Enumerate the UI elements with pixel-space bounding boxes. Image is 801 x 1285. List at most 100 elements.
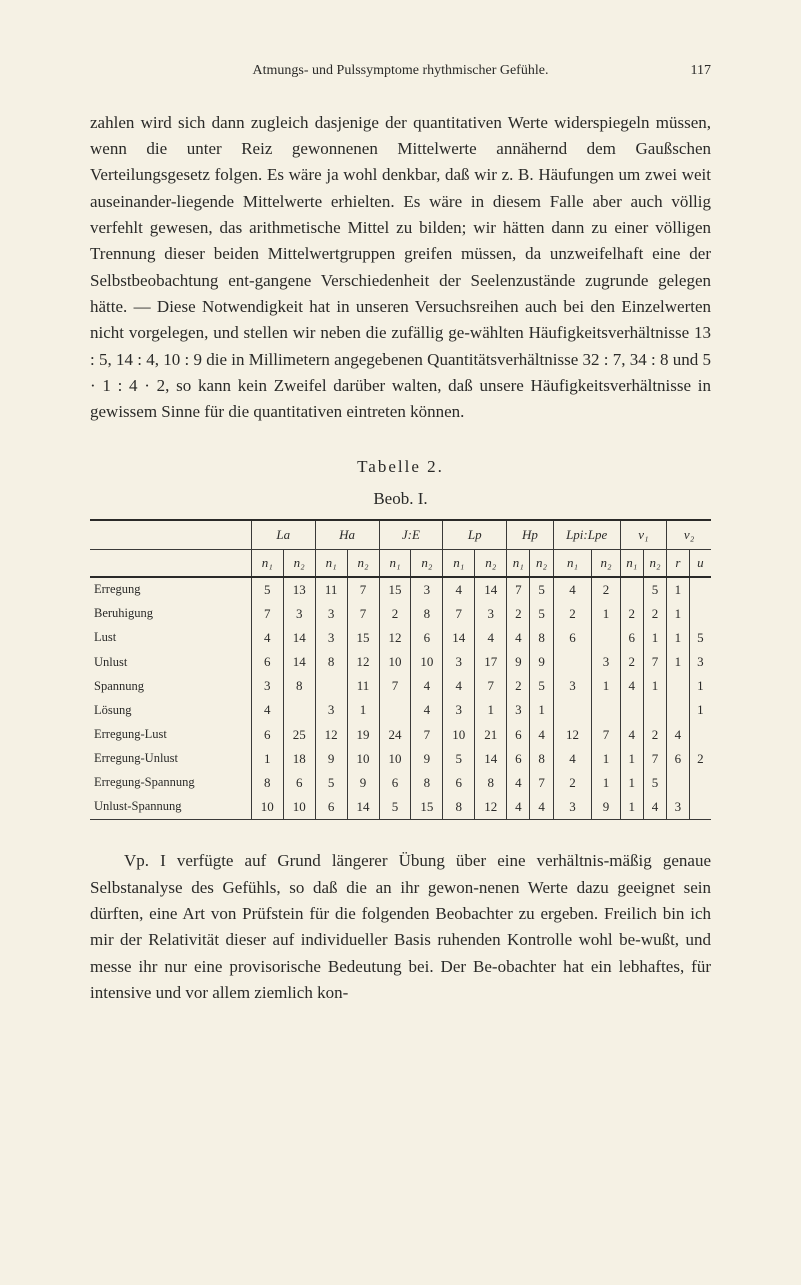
row-label: Lösung bbox=[90, 698, 251, 722]
cell bbox=[592, 626, 620, 650]
cell: 5 bbox=[530, 577, 553, 602]
cell: 4 bbox=[530, 723, 553, 747]
cell: 24 bbox=[379, 723, 411, 747]
cell: 8 bbox=[475, 771, 507, 795]
cell: 7 bbox=[592, 723, 620, 747]
cell bbox=[592, 698, 620, 722]
header-blank bbox=[90, 520, 251, 550]
running-title: Atmungs- und Pulssymptome rhythmischer G… bbox=[253, 63, 549, 78]
cell: 1 bbox=[667, 650, 689, 674]
group-v1: v₁ bbox=[620, 520, 667, 550]
cell: 10 bbox=[379, 650, 411, 674]
sub-n2: n₂ bbox=[475, 549, 507, 577]
cell: 6 bbox=[507, 723, 530, 747]
cell: 10 bbox=[443, 723, 475, 747]
sub-n1: n₁ bbox=[379, 549, 411, 577]
group-la: La bbox=[251, 520, 315, 550]
cell: 19 bbox=[347, 723, 379, 747]
cell: 4 bbox=[620, 723, 643, 747]
sub-n2: n₂ bbox=[283, 549, 315, 577]
cell: 1 bbox=[347, 698, 379, 722]
table-row: Erregung-Spannung86596868472115 bbox=[90, 771, 711, 795]
sub-n1: n₁ bbox=[251, 549, 283, 577]
cell bbox=[553, 650, 592, 674]
sub-u: u bbox=[689, 549, 711, 577]
group-v2: v₂ bbox=[667, 520, 711, 550]
cell: 15 bbox=[347, 626, 379, 650]
cell: 10 bbox=[251, 795, 283, 820]
cell: 14 bbox=[283, 650, 315, 674]
cell: 4 bbox=[530, 795, 553, 820]
cell: 2 bbox=[553, 602, 592, 626]
cell: 6 bbox=[620, 626, 643, 650]
cell: 4 bbox=[251, 626, 283, 650]
cell: 5 bbox=[530, 602, 553, 626]
cell bbox=[315, 674, 347, 698]
cell: 1 bbox=[592, 747, 620, 771]
cell: 1 bbox=[689, 698, 711, 722]
row-label: Lust bbox=[90, 626, 251, 650]
table-row: Erregung513117153414754251 bbox=[90, 577, 711, 602]
cell bbox=[620, 577, 643, 602]
cell: 5 bbox=[689, 626, 711, 650]
cell: 5 bbox=[643, 771, 666, 795]
cell: 5 bbox=[443, 747, 475, 771]
sub-n2: n₂ bbox=[643, 549, 666, 577]
cell: 3 bbox=[283, 602, 315, 626]
cell: 1 bbox=[643, 626, 666, 650]
cell: 7 bbox=[251, 602, 283, 626]
cell: 8 bbox=[283, 674, 315, 698]
table-row: Lust4143151261444866115 bbox=[90, 626, 711, 650]
cell: 1 bbox=[592, 602, 620, 626]
table-row: Beruhigung733728732521221 bbox=[90, 602, 711, 626]
group-hp: Hp bbox=[507, 520, 554, 550]
group-lpilpe: Lpi:Lpe bbox=[553, 520, 620, 550]
table-body: Erregung513117153414754251Beruhigung7337… bbox=[90, 577, 711, 820]
cell bbox=[553, 698, 592, 722]
cell bbox=[379, 698, 411, 722]
row-label: Unlust bbox=[90, 650, 251, 674]
cell: 4 bbox=[507, 626, 530, 650]
sub-n2: n₂ bbox=[411, 549, 443, 577]
cell: 14 bbox=[475, 577, 507, 602]
cell: 8 bbox=[530, 747, 553, 771]
row-label: Beruhigung bbox=[90, 602, 251, 626]
cell: 9 bbox=[315, 747, 347, 771]
table-row: Erregung-Lust6251219247102164127424 bbox=[90, 723, 711, 747]
cell: 2 bbox=[507, 602, 530, 626]
cell: 6 bbox=[315, 795, 347, 820]
cell: 4 bbox=[667, 723, 689, 747]
cell: 6 bbox=[283, 771, 315, 795]
cell: 6 bbox=[379, 771, 411, 795]
sub-n2: n₂ bbox=[530, 549, 553, 577]
cell: 7 bbox=[347, 577, 379, 602]
cell: 8 bbox=[443, 795, 475, 820]
cell: 14 bbox=[283, 626, 315, 650]
cell: 3 bbox=[553, 674, 592, 698]
cell: 3 bbox=[689, 650, 711, 674]
cell: 7 bbox=[443, 602, 475, 626]
cell: 1 bbox=[592, 771, 620, 795]
page-number: 117 bbox=[691, 60, 711, 82]
cell bbox=[689, 723, 711, 747]
cell: 8 bbox=[315, 650, 347, 674]
cell bbox=[643, 698, 666, 722]
cell: 12 bbox=[379, 626, 411, 650]
cell: 7 bbox=[507, 577, 530, 602]
cell: 2 bbox=[379, 602, 411, 626]
cell: 21 bbox=[475, 723, 507, 747]
cell: 3 bbox=[553, 795, 592, 820]
cell: 3 bbox=[443, 698, 475, 722]
data-table: La Ha J:E Lp Hp Lpi:Lpe v₁ v₂ n₁ n₂ n₁ n… bbox=[90, 519, 711, 821]
row-label: Erregung-Lust bbox=[90, 723, 251, 747]
cell: 15 bbox=[411, 795, 443, 820]
row-label: Erregung bbox=[90, 577, 251, 602]
table-header-row-2: n₁ n₂ n₁ n₂ n₁ n₂ n₁ n₂ n₁ n₂ n₁ n₂ n₁ n… bbox=[90, 549, 711, 577]
cell: 9 bbox=[411, 747, 443, 771]
cell: 18 bbox=[283, 747, 315, 771]
group-lp: Lp bbox=[443, 520, 507, 550]
cell: 7 bbox=[379, 674, 411, 698]
sub-n2: n₂ bbox=[347, 549, 379, 577]
cell: 3 bbox=[315, 626, 347, 650]
sub-n1: n₁ bbox=[507, 549, 530, 577]
